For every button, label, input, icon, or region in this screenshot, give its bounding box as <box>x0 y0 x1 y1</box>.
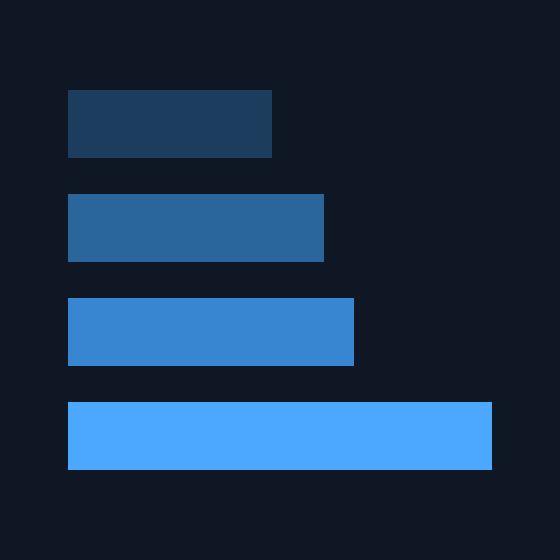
bar-2 <box>68 194 324 262</box>
bar-3 <box>68 298 354 366</box>
bars-group <box>68 90 492 470</box>
bar-1 <box>68 90 272 158</box>
bar-4 <box>68 402 492 470</box>
